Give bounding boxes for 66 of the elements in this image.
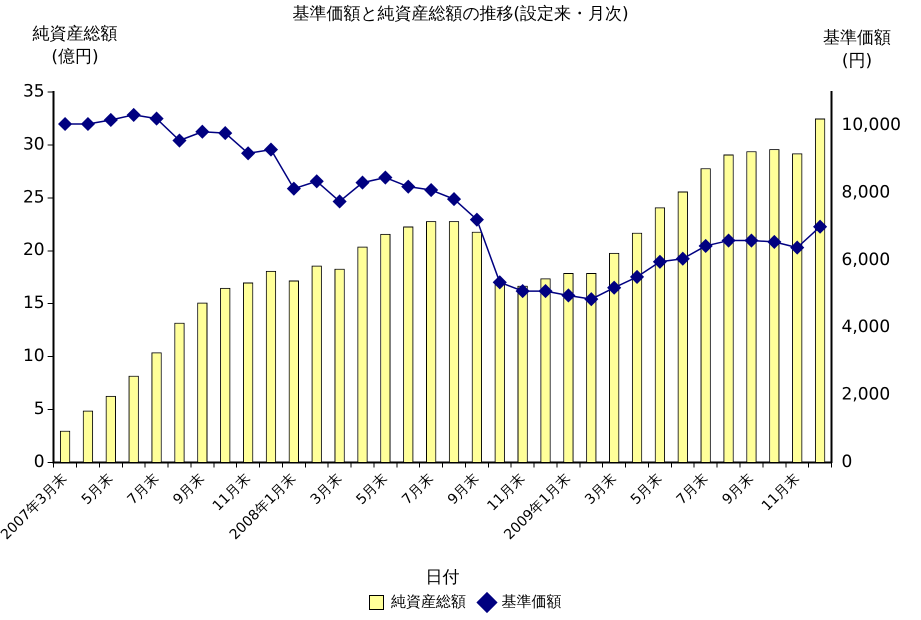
x-tick-label: 9月末 bbox=[444, 470, 482, 508]
point bbox=[493, 276, 507, 290]
x-tick-label: 9月末 bbox=[170, 470, 208, 508]
point bbox=[332, 194, 346, 208]
point bbox=[126, 108, 140, 122]
y-tick-label: 30 bbox=[22, 134, 45, 154]
point bbox=[424, 183, 438, 197]
point bbox=[447, 192, 461, 206]
x-tick-label: 5月末 bbox=[628, 470, 666, 508]
point bbox=[218, 126, 232, 140]
point bbox=[653, 255, 667, 269]
x-tick-label: 7月末 bbox=[674, 470, 712, 508]
chart-title: 基準価額と純資産総額の推移(設定来・月次) bbox=[291, 3, 630, 25]
point bbox=[402, 180, 416, 194]
point bbox=[378, 170, 392, 184]
y2-axis-title: 基準価額 (円) bbox=[822, 27, 892, 72]
point bbox=[172, 134, 186, 148]
point bbox=[698, 239, 712, 253]
y2-tick-label: 2,000 bbox=[842, 384, 890, 405]
point bbox=[196, 125, 210, 138]
y-tick-label: 20 bbox=[22, 240, 45, 260]
x-tick-label: 5月末 bbox=[353, 470, 391, 508]
point bbox=[538, 284, 552, 298]
y-axis-title: 純資産総額 (億円) bbox=[32, 23, 118, 68]
point bbox=[607, 280, 621, 294]
point bbox=[241, 146, 255, 160]
y-tick-label: 5 bbox=[34, 399, 45, 420]
x-axis-title: 日付 bbox=[426, 567, 460, 588]
point bbox=[562, 288, 576, 302]
point bbox=[58, 117, 72, 131]
y2-tick-label: 0 bbox=[842, 452, 852, 472]
point bbox=[104, 113, 118, 127]
point bbox=[630, 270, 644, 284]
point bbox=[744, 234, 758, 248]
x-tick-label: 11月末 bbox=[758, 470, 803, 514]
x-tick-label: 9月末 bbox=[719, 470, 757, 508]
legend-label: 基準価額 bbox=[502, 592, 562, 610]
y2-tick-label: 8,000 bbox=[842, 182, 890, 202]
y2-tick-label: 10,000 bbox=[842, 115, 901, 136]
y-tick-label: 15 bbox=[22, 293, 45, 314]
point bbox=[287, 182, 301, 196]
x-tick-label: 7月末 bbox=[124, 470, 162, 508]
y-tick-label: 10 bbox=[22, 346, 45, 366]
point bbox=[264, 142, 278, 156]
point bbox=[768, 235, 782, 249]
y2-tick-label: 6,000 bbox=[842, 250, 890, 270]
point bbox=[516, 284, 530, 298]
point bbox=[470, 212, 484, 226]
point bbox=[356, 176, 370, 190]
y-tick-label: 35 bbox=[22, 81, 45, 102]
point bbox=[310, 174, 324, 188]
point bbox=[81, 117, 95, 131]
x-tick-label: 3月末 bbox=[582, 470, 620, 508]
y-tick-label: 25 bbox=[22, 187, 45, 208]
point bbox=[584, 292, 598, 306]
x-tick-label: 5月末 bbox=[78, 470, 116, 508]
x-tick-label: 7月末 bbox=[399, 470, 437, 508]
point bbox=[150, 112, 164, 126]
point bbox=[813, 220, 827, 234]
y2-tick-label: 4,000 bbox=[842, 317, 890, 338]
point bbox=[790, 240, 804, 254]
y-tick-label: 0 bbox=[34, 452, 45, 472]
legend-label: 純資産総額 bbox=[391, 592, 466, 610]
point bbox=[676, 252, 690, 266]
point bbox=[722, 234, 736, 248]
x-tick-label: 3月末 bbox=[308, 470, 346, 508]
